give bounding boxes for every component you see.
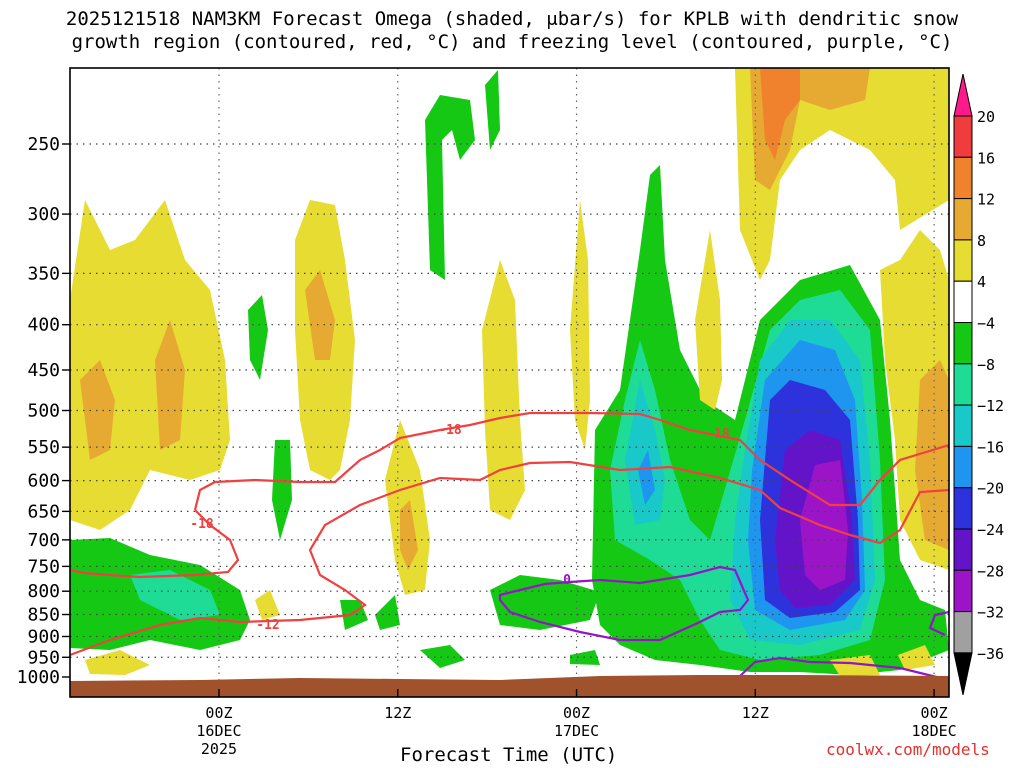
colorbar-swatch xyxy=(953,487,973,530)
omega-region-green-blob4 xyxy=(570,650,600,665)
x-tick-label: 12Z xyxy=(384,704,411,722)
y-tick-label: 250 xyxy=(27,134,60,155)
omega-region-yellow-bottom1 xyxy=(85,650,150,675)
omega-region-green-top xyxy=(425,95,475,280)
y-tick-label: 450 xyxy=(27,360,60,381)
contour-label-minus12: -12 xyxy=(256,618,279,633)
colorbar-arrow-bottom xyxy=(953,652,973,696)
omega-shading xyxy=(70,68,949,676)
colorbar-label: −4 xyxy=(977,315,995,333)
colorbar-swatch xyxy=(953,404,973,447)
colorbar-swatch xyxy=(953,280,973,324)
colorbar-arrow-top xyxy=(953,73,973,117)
omega-region-gold-right xyxy=(915,360,949,550)
omega-region-gold-3 xyxy=(305,270,335,360)
freezing-level-contour xyxy=(498,565,949,682)
x-tick-date: 18DEC xyxy=(912,722,957,740)
colorbar-label: 4 xyxy=(977,273,986,291)
y-tick-label: 950 xyxy=(27,647,60,668)
omega-region-green-blob3 xyxy=(375,595,400,630)
y-tick-label: 550 xyxy=(27,437,60,458)
colorbar-label: −32 xyxy=(977,604,1004,622)
omega-region-yellow-left xyxy=(70,200,230,530)
dendritic-contour-minus12 xyxy=(70,460,949,657)
y-tick-label: 800 xyxy=(27,581,60,602)
y-tick-label: 500 xyxy=(27,401,60,422)
colorbar-swatch xyxy=(953,115,973,158)
y-tick-label: 300 xyxy=(27,204,60,225)
colorbar-swatch xyxy=(953,569,973,613)
y-tick-label: 350 xyxy=(27,263,60,284)
colorbar-label: 8 xyxy=(977,232,986,250)
ground-layer xyxy=(70,675,949,697)
x-tick-date: 17DEC xyxy=(554,722,599,740)
colorbar-label: 16 xyxy=(977,149,995,167)
y-tick-label: 850 xyxy=(27,605,60,626)
omega-region-gold-2 xyxy=(155,320,185,450)
colorbar-swatch xyxy=(953,363,973,406)
colorbar-label: 12 xyxy=(977,191,995,209)
colorbar-label: −20 xyxy=(977,480,1004,498)
x-axis-title: Forecast Time (UTC) xyxy=(400,744,618,766)
colorbar-label: −24 xyxy=(977,521,1004,539)
omega-region-green-col2 xyxy=(272,440,292,540)
colorbar-swatch xyxy=(953,156,973,200)
omega-region-green-bottom xyxy=(490,575,600,630)
contour-label-freezing-zero: 0 xyxy=(563,573,571,588)
omega-region-green-col1 xyxy=(248,295,268,380)
colorbar-swatch xyxy=(953,445,973,489)
y-tick-label: 750 xyxy=(27,556,60,577)
omega-region-yellow-bottom3 xyxy=(830,655,880,676)
credit-link[interactable]: coolwx.com/models xyxy=(826,740,990,759)
dendritic-contour-minus18 xyxy=(193,411,949,511)
omega-region-green-blob1 xyxy=(420,645,465,668)
contour-label-minus18-b: -18 xyxy=(706,427,730,442)
colorbar-label: −16 xyxy=(977,438,1004,456)
chart-title-line-1: 2025121518 NAM3KM Forecast Omega (shaded… xyxy=(65,8,959,30)
colorbar-swatch xyxy=(953,239,973,282)
plot-frame xyxy=(69,67,950,698)
omega-region-teal-left xyxy=(130,570,220,620)
omega-region-yellow-bottom2 xyxy=(255,590,280,620)
x-tick-label: 12Z xyxy=(742,704,769,722)
omega-region-yellow-mid5 xyxy=(695,230,722,410)
dendritic-contour-left-loop xyxy=(70,509,240,579)
colorbar-swatch xyxy=(953,528,973,571)
contour-label-minus18-c: -18 xyxy=(190,517,214,532)
y-tick-label: 900 xyxy=(27,626,60,647)
contour-label-minus18-a: -18 xyxy=(438,423,462,438)
colorbar-label: 20 xyxy=(977,108,995,126)
colorbar-label: −28 xyxy=(977,562,1004,580)
x-tick-date: 16DEC xyxy=(196,722,241,740)
colorbar-swatch xyxy=(953,322,973,365)
colorbar-label: −36 xyxy=(977,645,1004,663)
gridlines xyxy=(70,68,949,697)
y-tick-label: 1000 xyxy=(17,667,60,688)
omega-region-green-top2 xyxy=(485,70,500,150)
y-tick-label: 650 xyxy=(27,501,60,522)
chart-title-line-2: growth region (contoured, red, °C) and f… xyxy=(71,31,953,53)
contours: -18 -18 -18 -12 0 xyxy=(70,411,949,682)
y-tick-label: 700 xyxy=(27,530,60,551)
omega-region-gold-4 xyxy=(400,500,418,570)
colorbar-swatch xyxy=(953,198,973,241)
colorbar-label: −12 xyxy=(977,397,1004,415)
y-tick-label: 400 xyxy=(27,315,60,336)
omega-region-orange xyxy=(760,68,800,160)
colorbar-label: −8 xyxy=(977,356,995,374)
x-tick-label: 00Z xyxy=(563,704,590,722)
y-tick-label: 600 xyxy=(27,471,60,492)
x-tick-label: 00Z xyxy=(205,704,232,722)
x-tick-label: 00Z xyxy=(921,704,948,722)
omega-region-yellow-bottom4 xyxy=(898,645,935,670)
colorbar: 20 16 12 8 4 −4 −8 −12 −16 −20 −24 −28 −32 −36 xyxy=(953,73,1004,696)
colorbar-swatch xyxy=(953,611,973,654)
y-axis: 2503003504004505005506006507007508008509… xyxy=(17,134,70,688)
x-tick-year: 2025 xyxy=(201,740,237,758)
omega-region-yellow-mid4 xyxy=(570,200,590,450)
